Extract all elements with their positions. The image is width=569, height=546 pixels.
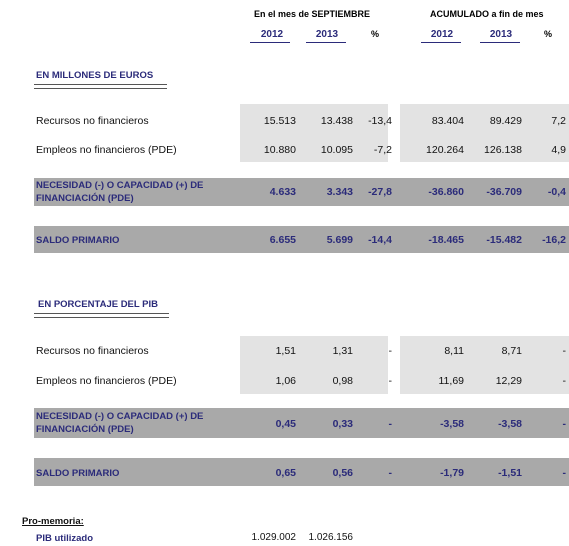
row-label: Empleos no financieros (PDE)	[36, 144, 177, 156]
cell: -3,58	[440, 418, 464, 430]
year-underline	[421, 42, 461, 43]
year-header: 2013	[489, 29, 513, 40]
cell: -7,2	[373, 144, 392, 156]
memo-title: Pro-memoria:	[22, 516, 84, 527]
cell: 13.438	[320, 115, 353, 127]
cell: 0,45	[275, 418, 296, 430]
year-header: 2012	[430, 29, 454, 40]
cell: 0,56	[332, 467, 353, 479]
cell: 89.429	[489, 115, 522, 127]
column-gap	[388, 104, 400, 162]
pct-header: %	[370, 29, 379, 39]
section-underline	[34, 313, 169, 318]
cell: -36.709	[486, 186, 522, 198]
cell: -1,51	[498, 467, 522, 479]
cell: 83.404	[431, 115, 464, 127]
cell: 8,11	[444, 345, 464, 357]
cell: -1,79	[440, 467, 464, 479]
cell: 11,69	[438, 375, 465, 387]
cell: 10.095	[320, 144, 353, 156]
cell: -16,2	[542, 234, 566, 246]
cell: 4.633	[269, 186, 296, 198]
cell: -	[562, 418, 567, 430]
row-label: NECESIDAD (-) O CAPACIDAD (+) DE FINANCI…	[36, 180, 204, 204]
cell: 6.655	[269, 234, 296, 246]
cell: 12,29	[495, 375, 522, 387]
row-label: Recursos no financieros	[36, 115, 149, 127]
cell: 5.699	[326, 234, 353, 246]
cell: -	[562, 467, 567, 479]
year-underline	[306, 42, 346, 43]
row-label: PIB utilizado	[36, 533, 93, 544]
cell: -27,8	[368, 186, 392, 198]
cell: 10.880	[263, 144, 296, 156]
cell: 15.513	[263, 115, 296, 127]
row-label: SALDO PRIMARIO	[36, 235, 120, 246]
cell: 3.343	[326, 186, 353, 198]
year-underline	[250, 42, 290, 43]
cell: -	[388, 418, 393, 430]
cell: -36.860	[428, 186, 464, 198]
cell: 1,51	[275, 345, 296, 357]
header-cumulative-title: ACUMULADO a fin de mes	[430, 9, 544, 19]
cell: -	[388, 467, 393, 479]
year-header: 2012	[260, 29, 284, 40]
cell: -	[562, 375, 567, 387]
section-title-pib: EN PORCENTAJE DEL PIB	[38, 299, 159, 310]
cell: -	[388, 345, 393, 357]
section-title-euros: EN MILLONES DE EUROS	[36, 70, 154, 81]
highlight-band	[34, 226, 569, 253]
cell: 0,98	[332, 375, 353, 387]
row-label: NECESIDAD (-) O CAPACIDAD (+) DE FINANCI…	[36, 411, 204, 435]
cell: -	[562, 345, 567, 357]
cell: 4,9	[551, 144, 566, 156]
cell: -14,4	[368, 234, 392, 246]
cell: 1.029.002	[251, 532, 297, 543]
cell: 1,31	[332, 345, 353, 357]
cell: 126.138	[484, 144, 522, 156]
cell: 0,33	[332, 418, 353, 430]
data-background	[400, 104, 569, 162]
data-background	[400, 336, 569, 394]
cell: -15.482	[486, 234, 522, 246]
row-label: Recursos no financieros	[36, 345, 149, 357]
row-label: SALDO PRIMARIO	[36, 468, 120, 479]
row-label: Empleos no financieros (PDE)	[36, 375, 177, 387]
cell: -3,58	[498, 418, 522, 430]
column-gap	[388, 336, 400, 394]
year-header: 2013	[315, 29, 339, 40]
cell: 8,71	[501, 345, 522, 357]
cell: 120.264	[426, 144, 464, 156]
cell: -13,4	[368, 115, 392, 127]
cell: -18.465	[428, 234, 464, 246]
column-gap	[392, 394, 414, 398]
highlight-band	[34, 408, 569, 438]
cell: -	[388, 375, 393, 387]
cell: 0,65	[275, 467, 296, 479]
header-month-title: En el mes de SEPTIEMBRE	[254, 9, 371, 19]
cell: 1.026.156	[308, 532, 354, 543]
cell: 7,2	[551, 115, 566, 127]
highlight-band	[34, 458, 569, 486]
cell: -0,4	[547, 186, 566, 198]
cell: 1,06	[275, 375, 296, 387]
highlight-band	[34, 178, 569, 206]
year-underline	[480, 42, 520, 43]
section-underline	[34, 84, 167, 89]
pct-header: %	[543, 29, 552, 39]
